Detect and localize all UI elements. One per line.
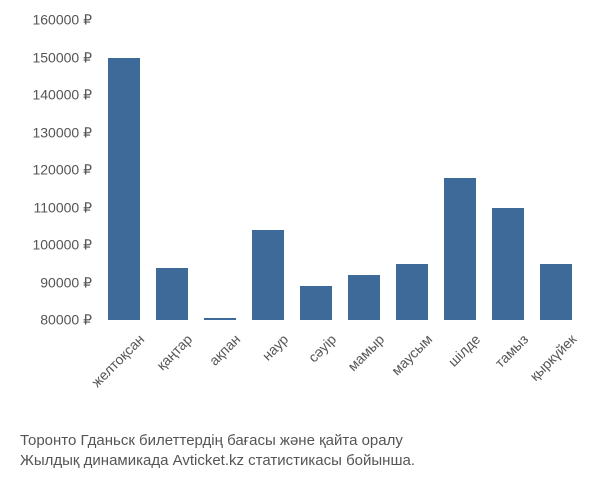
bar [204,318,236,320]
x-tick-label: қыркүйек [568,331,600,416]
y-axis: 80000 ₽90000 ₽100000 ₽110000 ₽120000 ₽13… [0,20,100,320]
bar [540,264,572,320]
y-tick-label: 150000 ₽ [32,49,92,66]
bar [156,268,188,321]
y-tick-label: 110000 ₽ [34,199,92,216]
y-tick-label: 120000 ₽ [32,162,92,179]
y-tick-label: 130000 ₽ [32,124,92,141]
x-axis-labels: желтоқсанқаңтарақпаннаурсәуірмамырмаусым… [100,325,580,445]
y-tick-label: 90000 ₽ [40,274,92,291]
y-tick-label: 160000 ₽ [32,12,92,29]
caption-line-1: Торонто Гданьск билеттердің бағасы және … [20,431,580,451]
bars-group [100,20,580,320]
bar [300,286,332,320]
y-tick-label: 100000 ₽ [32,237,92,254]
bar [444,178,476,321]
caption-line-2: Жылдық динамикада Avticket.kz статистика… [20,451,580,471]
chart-caption: Торонто Гданьск билеттердің бағасы және … [20,431,580,470]
bar [492,208,524,321]
y-tick-label: 80000 ₽ [40,312,92,329]
chart-container: 80000 ₽ 90000 ₽ 100000 ₽ 110000 ₽ 120000 ₽ 13… [0,0,600,500]
y-tick-label: 140000 ₽ [32,87,92,104]
bar [348,275,380,320]
bar [396,264,428,320]
plot-area [100,20,580,320]
bar [108,58,140,321]
bar [252,230,284,320]
